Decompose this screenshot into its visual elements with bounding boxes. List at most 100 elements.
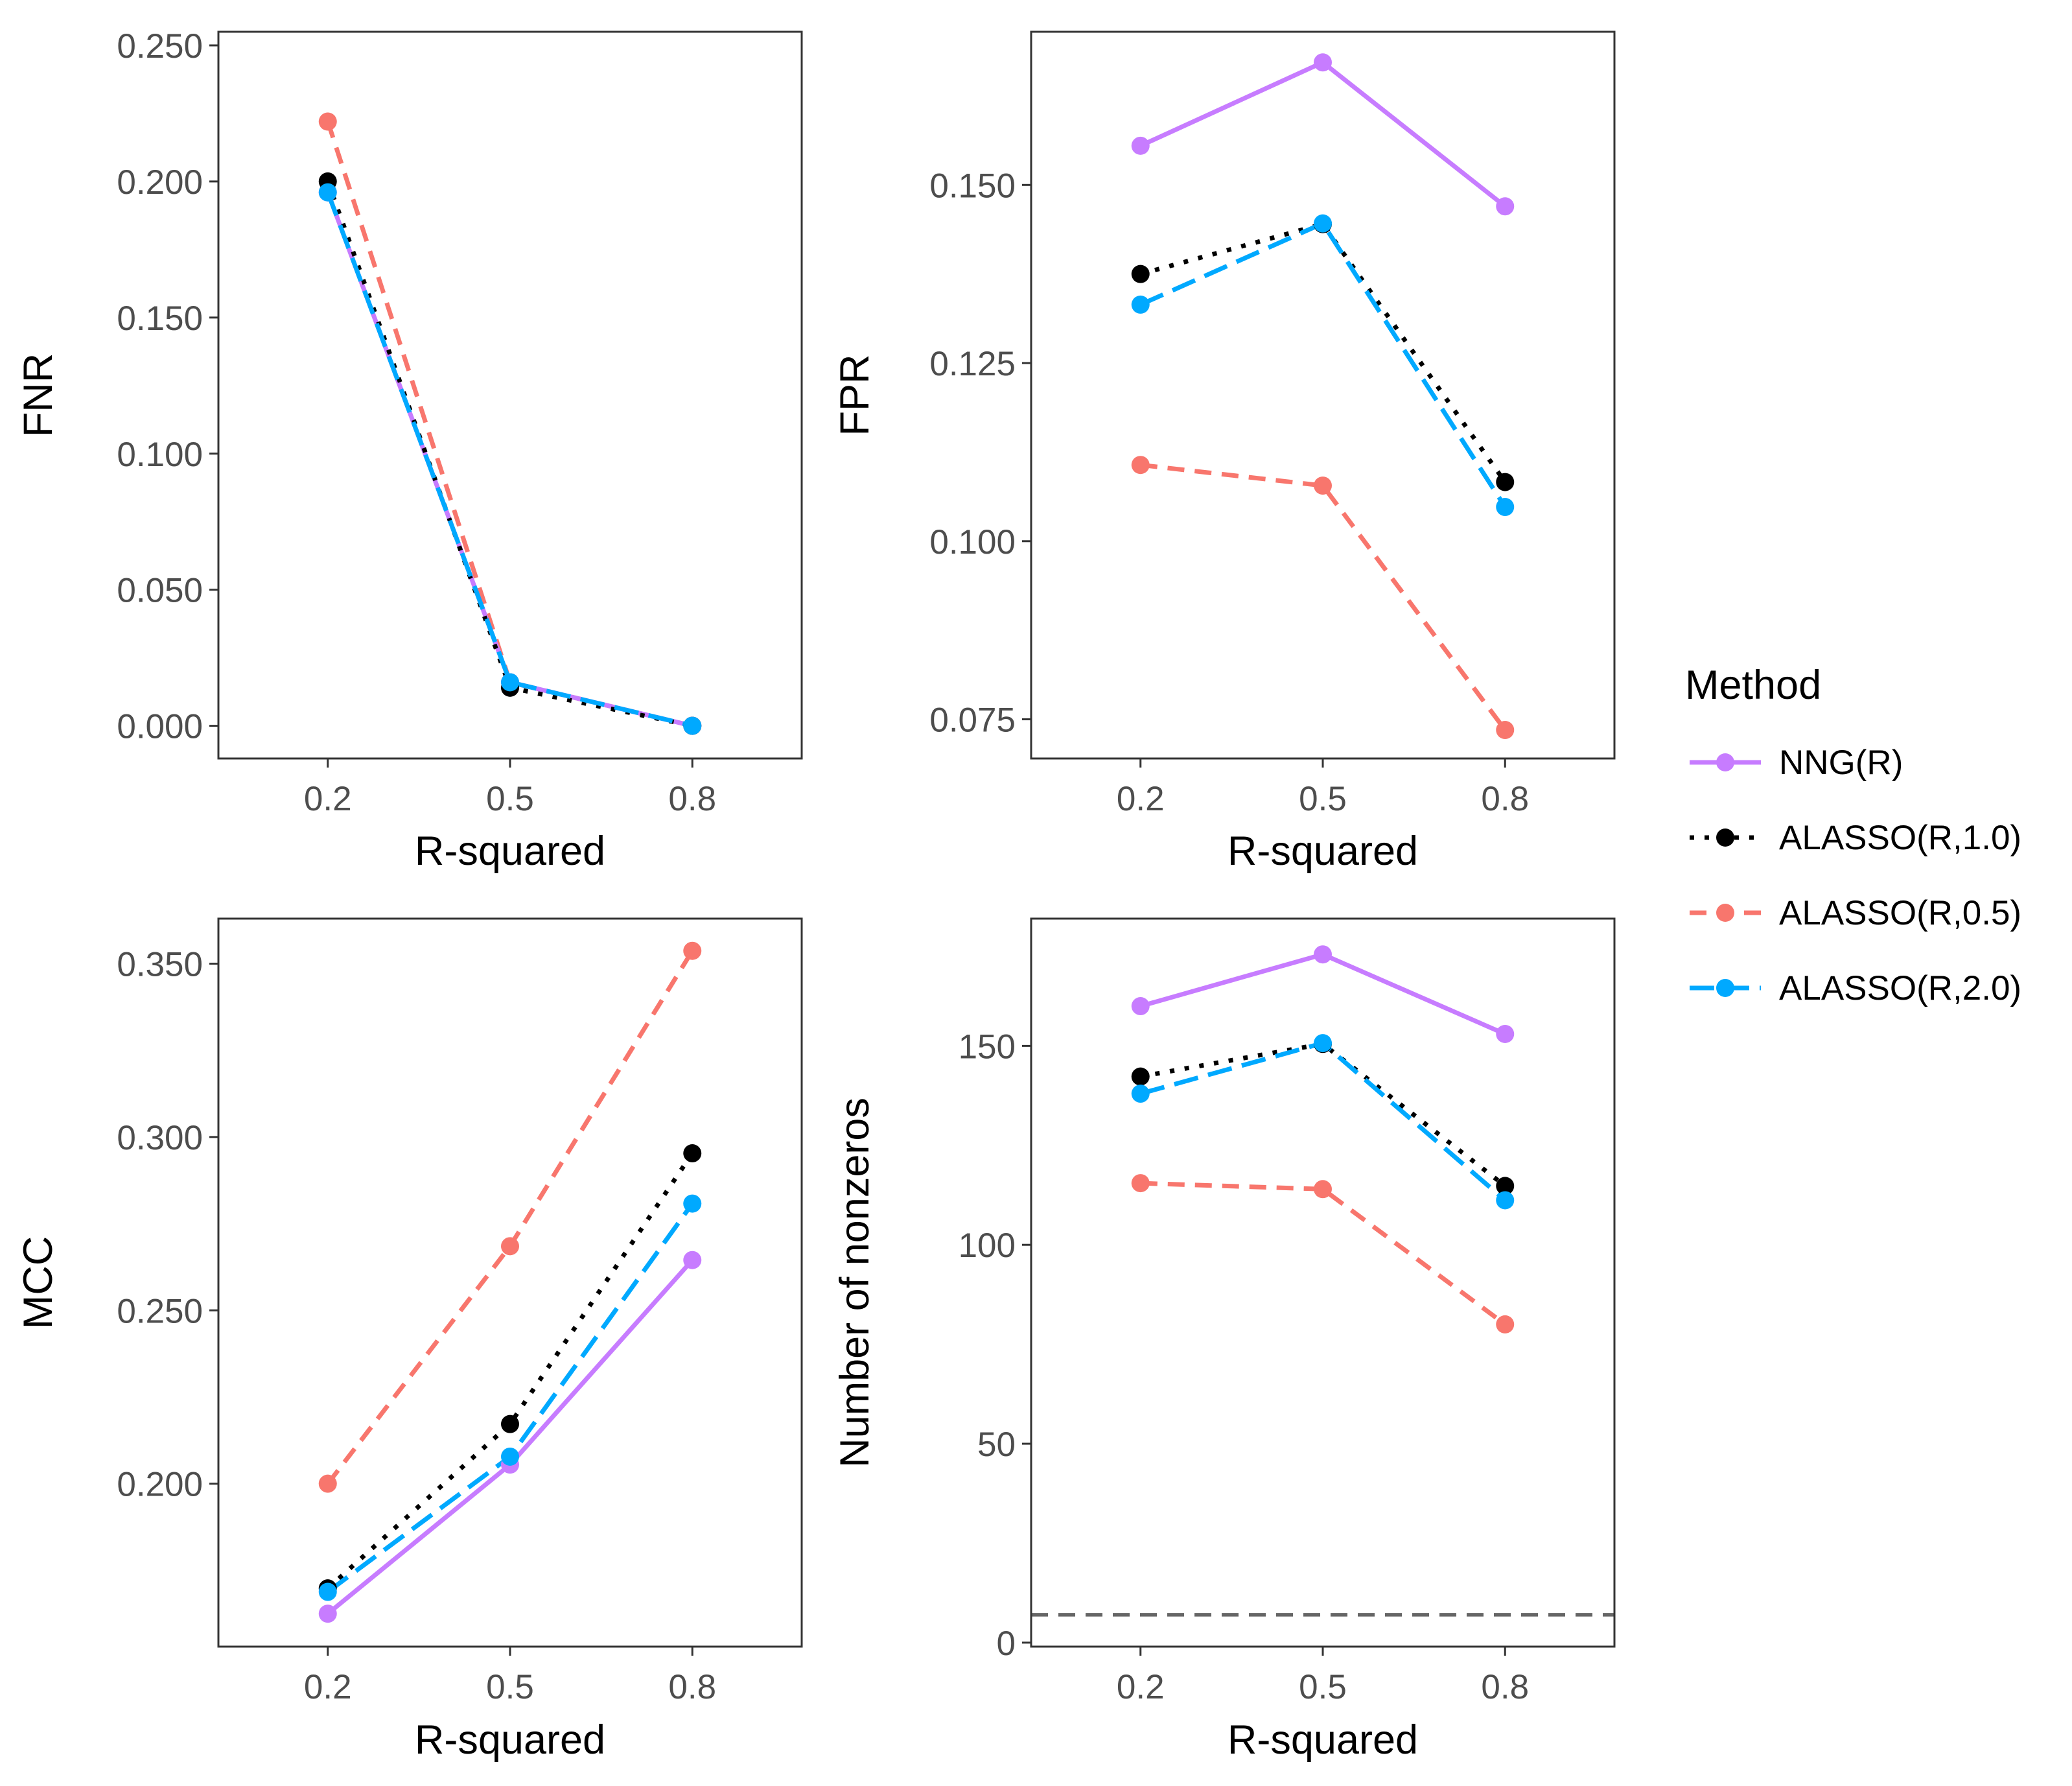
data-point-alasso-0-5 [683,941,702,960]
series-line-alasso-1-0 [325,180,693,729]
x-tick-label: 0.8 [668,1668,716,1706]
data-point-nng [1496,1024,1515,1043]
data-point-nng [683,1251,702,1269]
data-point-nng [1131,997,1150,1016]
y-tick-label: 0 [997,1625,1016,1663]
y-tick-label: 0.300 [117,1119,203,1157]
data-point-alasso-2-0 [683,716,702,735]
panel-nonzeros: 0 50 100 150 0.2 0.5 0.8 R-squared Number of non… [832,917,1616,1763]
x-tick-label: 0.2 [304,1668,352,1706]
x-tick-label: 0.5 [1299,780,1347,818]
y-axis-title: MCC [16,1236,61,1329]
y-tick-label: 0.100 [929,523,1016,561]
data-point-alasso-2-0 [1496,498,1515,517]
data-point-alasso-0-5 [1496,721,1515,740]
series-line-alasso-1-0 [1140,1041,1507,1188]
x-tick-label: 0.5 [1299,1668,1347,1706]
x-axis-title: R-squared [415,828,605,874]
series-line-nng [1139,60,1507,209]
data-point-alasso-1-0 [1131,1067,1150,1086]
legend-key-alasso-1-0 [1690,828,1761,847]
data-point-alasso-1-0 [501,1415,519,1433]
series-line-alasso-2-0 [325,191,693,729]
legend-label-alasso-2-0: ALASSO(R,2.0) [1779,969,2021,1007]
data-point-nng [318,1604,337,1623]
panel-border [217,917,803,1648]
x-axis-title: R-squared [1228,828,1418,874]
data-point-alasso-0-5 [1314,1180,1332,1199]
legend-key-point [1716,904,1734,922]
data-point-nng [1496,197,1515,216]
y-tick-label: 0.150 [117,300,203,338]
y-tick-label: 0.125 [929,345,1016,383]
y-axis-title: FNR [16,353,61,437]
legend-key-alasso-0-5 [1690,904,1761,922]
series-line-alasso-2-0 [326,1202,695,1594]
x-tick-label: 0.2 [1117,780,1165,818]
panel-border [217,30,803,760]
data-point-alasso-1-0 [1131,264,1150,283]
legend-key-nng [1690,753,1761,771]
y-tick-label: 150 [959,1028,1016,1066]
y-tick-label: 0.350 [117,946,203,984]
data-point-alasso-1-0 [1496,1177,1515,1195]
x-tick-label: 0.5 [486,780,534,818]
data-point-alasso-2-0 [501,673,519,692]
legend-key-alasso-2-0 [1690,979,1761,997]
y-axis-title: Number of nonzeros [832,1098,878,1468]
legend-title: Method [1685,663,1821,708]
series-line-alasso-0-5 [326,949,695,1485]
data-point-alasso-2-0 [1496,1191,1515,1210]
legend-label-alasso-1-0: ALASSO(R,1.0) [1779,819,2021,857]
panel-border [1030,917,1616,1648]
legend-label-nng: NNG(R) [1779,744,1903,782]
y-tick-label: 0.000 [117,708,203,746]
series-line-nng [326,1258,694,1616]
data-point-alasso-0-5 [1131,1174,1150,1193]
series-line-alasso-1-0 [1139,222,1507,484]
panel-border [1030,30,1616,760]
series-line-nng [325,191,693,729]
x-tick-label: 0.5 [486,1668,534,1706]
x-tick-label: 0.8 [668,780,716,818]
y-tick-label: 0.200 [117,163,203,202]
y-tick-label: 100 [959,1227,1016,1265]
legend-label-alasso-0-5: ALASSO(R,0.5) [1779,894,2021,932]
data-point-alasso-2-0 [501,1447,519,1466]
y-tick-label: 0.250 [117,27,203,65]
data-point-alasso-0-5 [1496,1315,1515,1334]
legend: Method NNG(R) ALASSO(R,1.0) ALASSO(R,0.5… [1685,663,2021,1007]
x-axis-title: R-squared [1228,1717,1418,1763]
data-point-alasso-0-5 [1131,456,1150,475]
y-tick-label: 0.250 [117,1292,203,1330]
x-tick-label: 0.2 [1117,1668,1165,1706]
data-point-alasso-2-0 [1314,214,1332,233]
x-axis-title: R-squared [415,1717,605,1763]
data-point-alasso-1-0 [1496,473,1515,491]
legend-key-point [1716,979,1734,997]
x-tick-label: 0.8 [1481,780,1529,818]
panel-fnr: 0.000 0.050 0.100 0.150 0.200 0.250 0.2 0.5 0.8 R… [16,27,803,874]
series-line-alasso-1-0 [326,1152,695,1590]
legend-key-point [1716,828,1734,847]
series-line-alasso-0-5 [325,121,693,729]
x-tick-label: 0.8 [1481,1668,1529,1706]
data-point-alasso-0-5 [318,1474,337,1493]
data-point-alasso-2-0 [1131,295,1150,314]
panel-mcc: 0.200 0.250 0.300 0.350 0.2 0.5 0.8 R-squared MC… [16,917,803,1763]
y-tick-label: 0.100 [117,436,203,474]
data-point-alasso-0-5 [318,112,337,131]
data-point-alasso-2-0 [1131,1085,1150,1103]
data-point-alasso-2-0 [318,1582,337,1601]
x-tick-label: 0.2 [304,780,352,818]
series-line-alasso-0-5 [1140,1181,1507,1326]
data-point-alasso-2-0 [683,1194,702,1213]
data-point-alasso-0-5 [1314,476,1332,495]
data-point-alasso-0-5 [501,1237,519,1256]
series-line-nng [1139,952,1506,1037]
y-tick-label: 0.050 [117,572,203,610]
y-tick-label: 50 [977,1426,1016,1464]
data-point-alasso-2-0 [318,183,337,202]
y-tick-label: 0.150 [929,167,1016,205]
